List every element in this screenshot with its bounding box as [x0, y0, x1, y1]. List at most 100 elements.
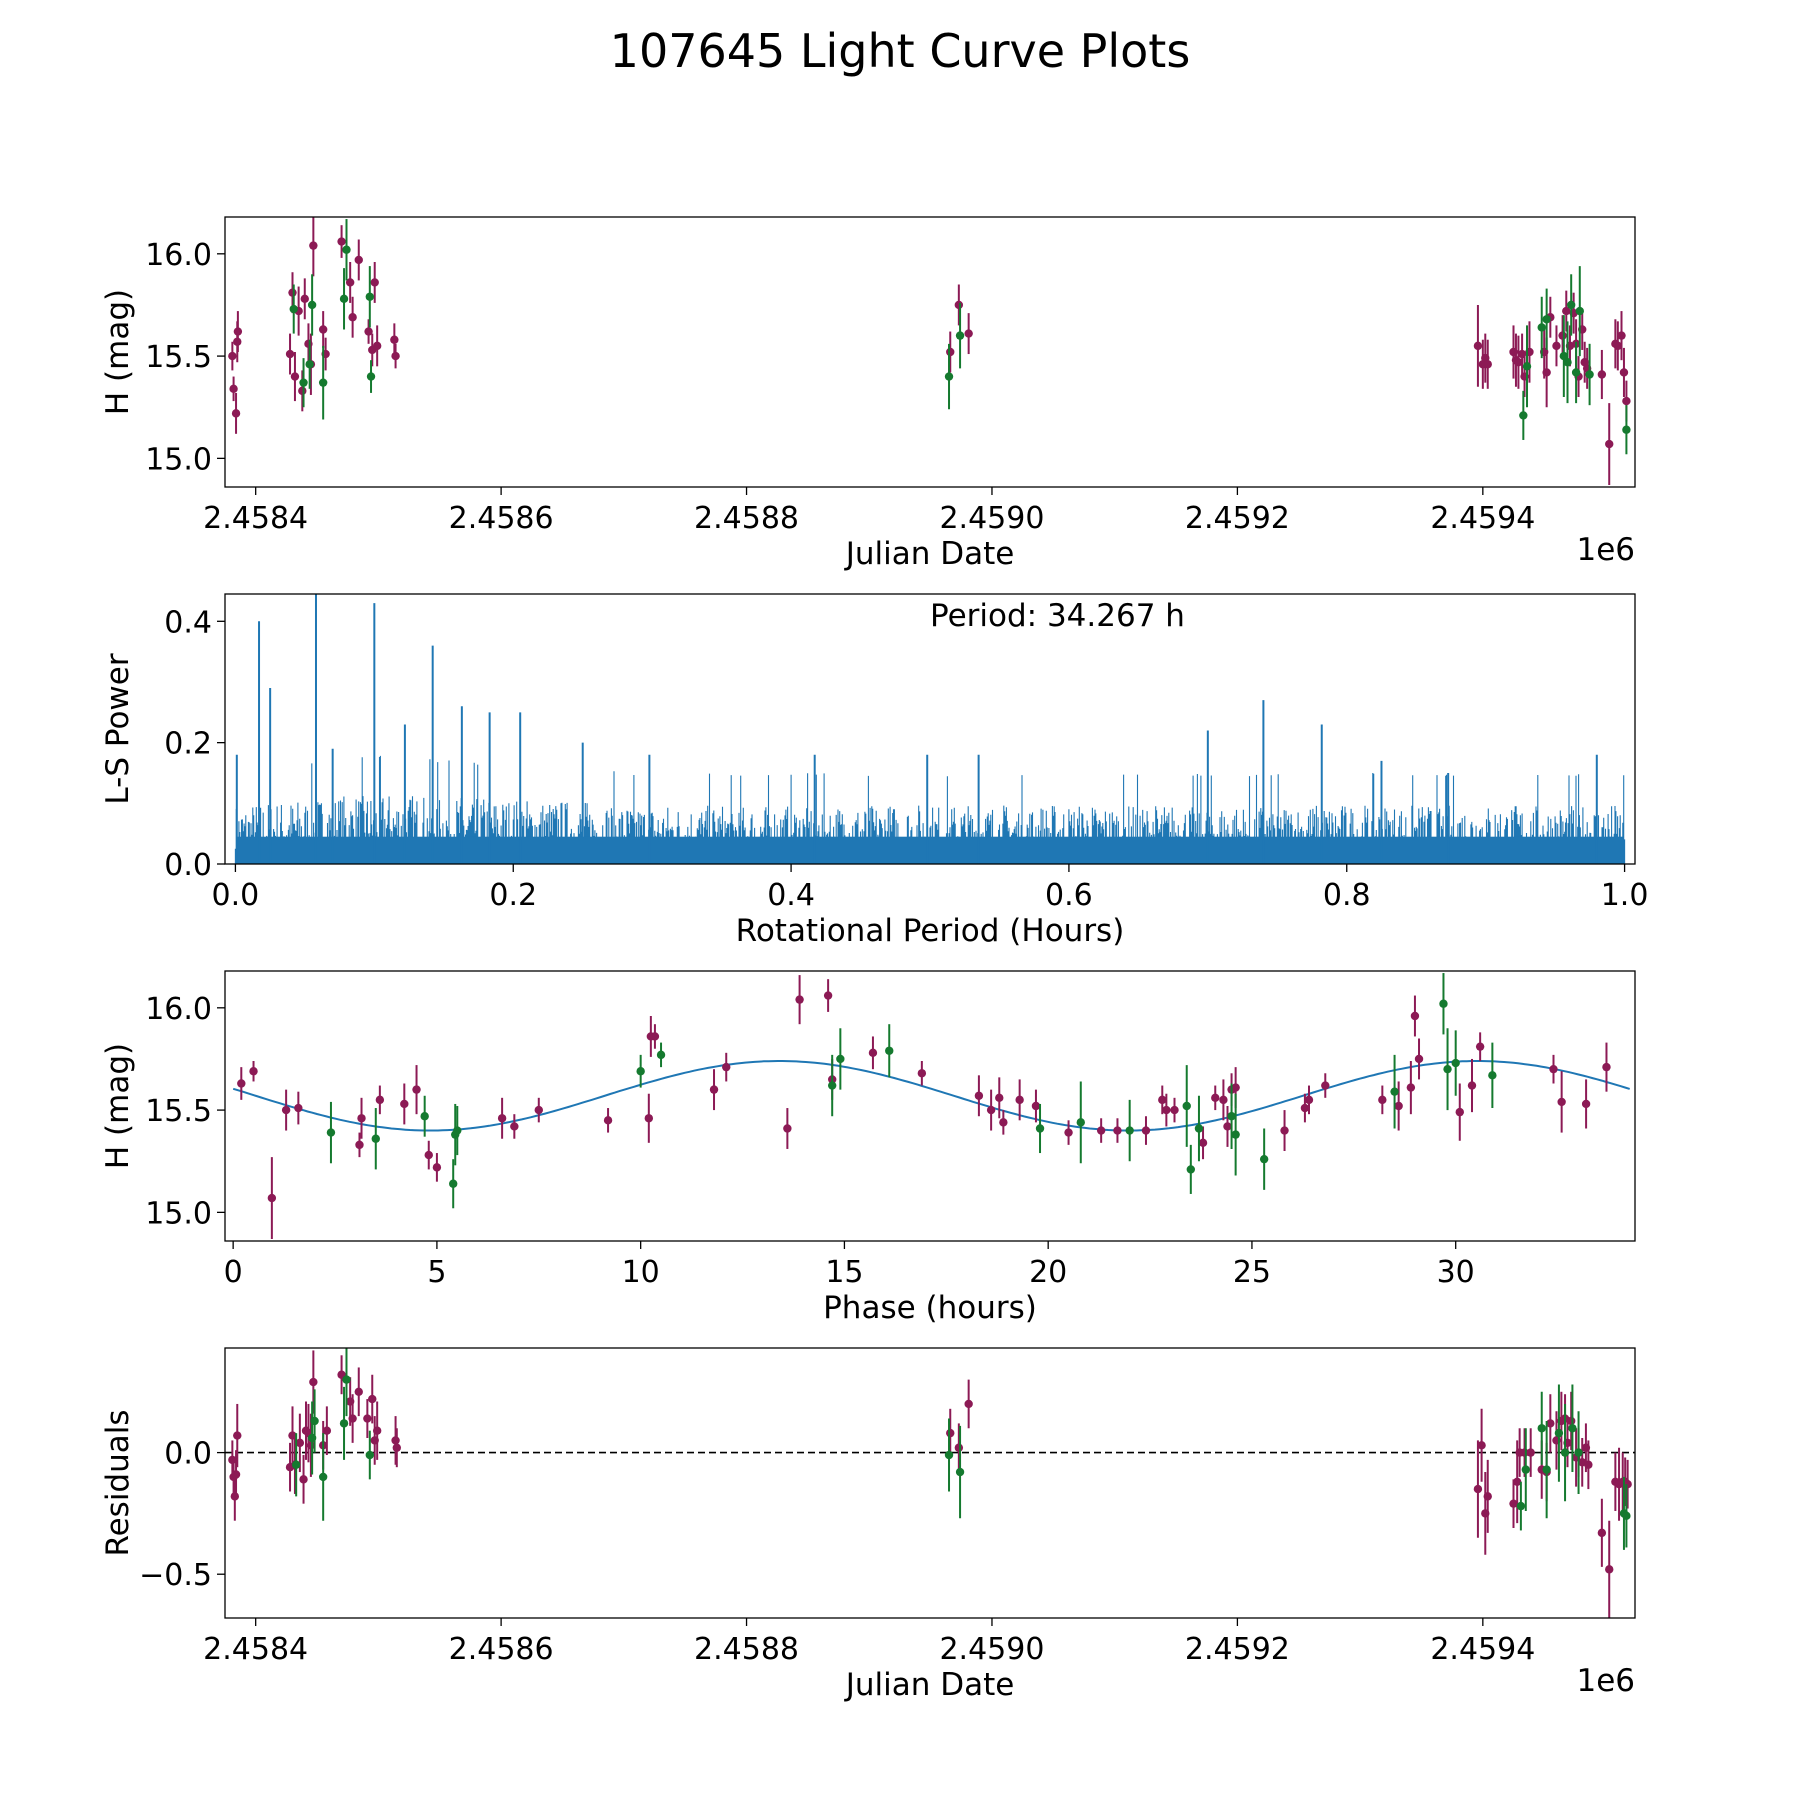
- data-point: [1483, 360, 1492, 369]
- data-point: [1585, 370, 1594, 379]
- x-axis-label: Rotational Period (Hours): [736, 913, 1125, 949]
- data-point: [1378, 1095, 1387, 1105]
- data-point: [944, 372, 954, 381]
- data-point: [1617, 331, 1626, 340]
- axes-frame: [224, 593, 1636, 865]
- data-point: [783, 1124, 792, 1133]
- data-point: [1522, 362, 1532, 371]
- data-point: [1557, 1097, 1566, 1107]
- x-tick-label: 2.4592: [1185, 501, 1290, 536]
- data-point: [1406, 1083, 1416, 1092]
- data-point: [995, 1093, 1004, 1103]
- data-point: [307, 300, 317, 310]
- data-point: [231, 1470, 241, 1479]
- data-point: [305, 360, 314, 369]
- data-point: [1076, 1118, 1085, 1127]
- data-point: [955, 1467, 965, 1477]
- y-tick-label: 16.0: [145, 238, 212, 273]
- data-point: [342, 1375, 351, 1384]
- data-point: [1477, 1441, 1486, 1450]
- data-point: [290, 372, 300, 381]
- data-point: [650, 1032, 660, 1041]
- data-point: [391, 1436, 400, 1445]
- data-point: [1575, 306, 1584, 316]
- data-point: [1186, 1165, 1196, 1174]
- data-point: [534, 1105, 543, 1115]
- data-point: [1113, 1126, 1122, 1135]
- data-point: [432, 1163, 442, 1172]
- x-tick-label: 1.0: [1601, 878, 1649, 913]
- data-point: [233, 1431, 242, 1440]
- y-tick-label: 15.0: [145, 442, 212, 477]
- data-point: [1605, 1565, 1614, 1574]
- data-point: [1622, 425, 1631, 434]
- data-point: [1031, 1101, 1041, 1111]
- x-tick-label: 10: [622, 1255, 660, 1290]
- data-point: [1390, 1087, 1399, 1096]
- period-annotation: Period: 34.267 h: [930, 598, 1185, 634]
- data-point: [299, 378, 308, 387]
- data-point: [1566, 1416, 1576, 1426]
- data-point: [1231, 1083, 1240, 1092]
- data-point: [299, 1475, 308, 1484]
- data-point: [295, 1438, 305, 1448]
- sinusoid-fit-curve: [232, 1060, 1630, 1132]
- data-point: [868, 1048, 878, 1058]
- data-point: [1605, 439, 1614, 449]
- data-point: [1537, 1424, 1546, 1433]
- data-point: [1619, 368, 1629, 377]
- data-point: [370, 278, 379, 287]
- data-point: [1521, 1465, 1530, 1474]
- data-point: [795, 995, 804, 1004]
- data-point: [392, 1443, 402, 1452]
- data-point: [237, 1079, 246, 1088]
- data-point: [288, 288, 297, 297]
- data-point: [1549, 1064, 1558, 1074]
- y-axis-label: L-S Power: [100, 653, 136, 804]
- data-point: [1519, 411, 1528, 420]
- data-point: [964, 329, 973, 338]
- data-point: [348, 1414, 357, 1423]
- data-point: [1015, 1095, 1024, 1105]
- data-point: [1562, 306, 1571, 316]
- y-axis-label: Residuals: [100, 1409, 136, 1556]
- data-point: [946, 347, 955, 357]
- data-point: [1064, 1128, 1073, 1137]
- data-point: [954, 1443, 964, 1452]
- data-point: [955, 331, 965, 340]
- data-point: [1280, 1126, 1289, 1135]
- data-point: [709, 1085, 719, 1094]
- data-point: [1571, 368, 1581, 377]
- x-tick-label: 5: [427, 1255, 446, 1290]
- data-point: [1554, 1428, 1564, 1438]
- data-point: [424, 1150, 433, 1160]
- data-point: [1563, 358, 1572, 367]
- data-point: [1514, 358, 1523, 367]
- data-point: [310, 1416, 319, 1426]
- plot-area: [225, 1348, 1635, 1618]
- x-tick-label: 0.6: [1045, 878, 1093, 913]
- x-tick-label: 25: [1233, 1255, 1271, 1290]
- phase-folded-panel: 0 5 10 15 20 25 30 15.0 15.5 16.0 Phase (hours) H (…: [100, 970, 1636, 1326]
- x-tick-label: 0: [224, 1255, 243, 1290]
- data-point: [1227, 1112, 1236, 1121]
- data-point: [510, 1122, 519, 1131]
- y-axis-label: H (mag): [100, 1043, 136, 1169]
- data-point: [1483, 1492, 1492, 1501]
- y-axis-label: H (mag): [100, 289, 136, 415]
- data-point: [974, 1091, 984, 1100]
- data-point: [1182, 1101, 1191, 1111]
- data-point: [342, 245, 351, 254]
- data-point: [368, 1394, 377, 1404]
- data-point: [497, 1114, 507, 1123]
- data-point: [365, 1450, 375, 1460]
- data-point: [1219, 1095, 1228, 1105]
- data-point: [1602, 1062, 1611, 1072]
- y-tick-label: 0.0: [164, 1437, 212, 1472]
- x-tick-label: 0.0: [212, 878, 260, 913]
- data-point: [1574, 1448, 1583, 1457]
- x-offset-label: 1e6: [1576, 532, 1635, 568]
- data-point: [836, 1054, 845, 1064]
- x-tick-label: 0.4: [767, 878, 815, 913]
- x-tick-label: 0.8: [1323, 878, 1371, 913]
